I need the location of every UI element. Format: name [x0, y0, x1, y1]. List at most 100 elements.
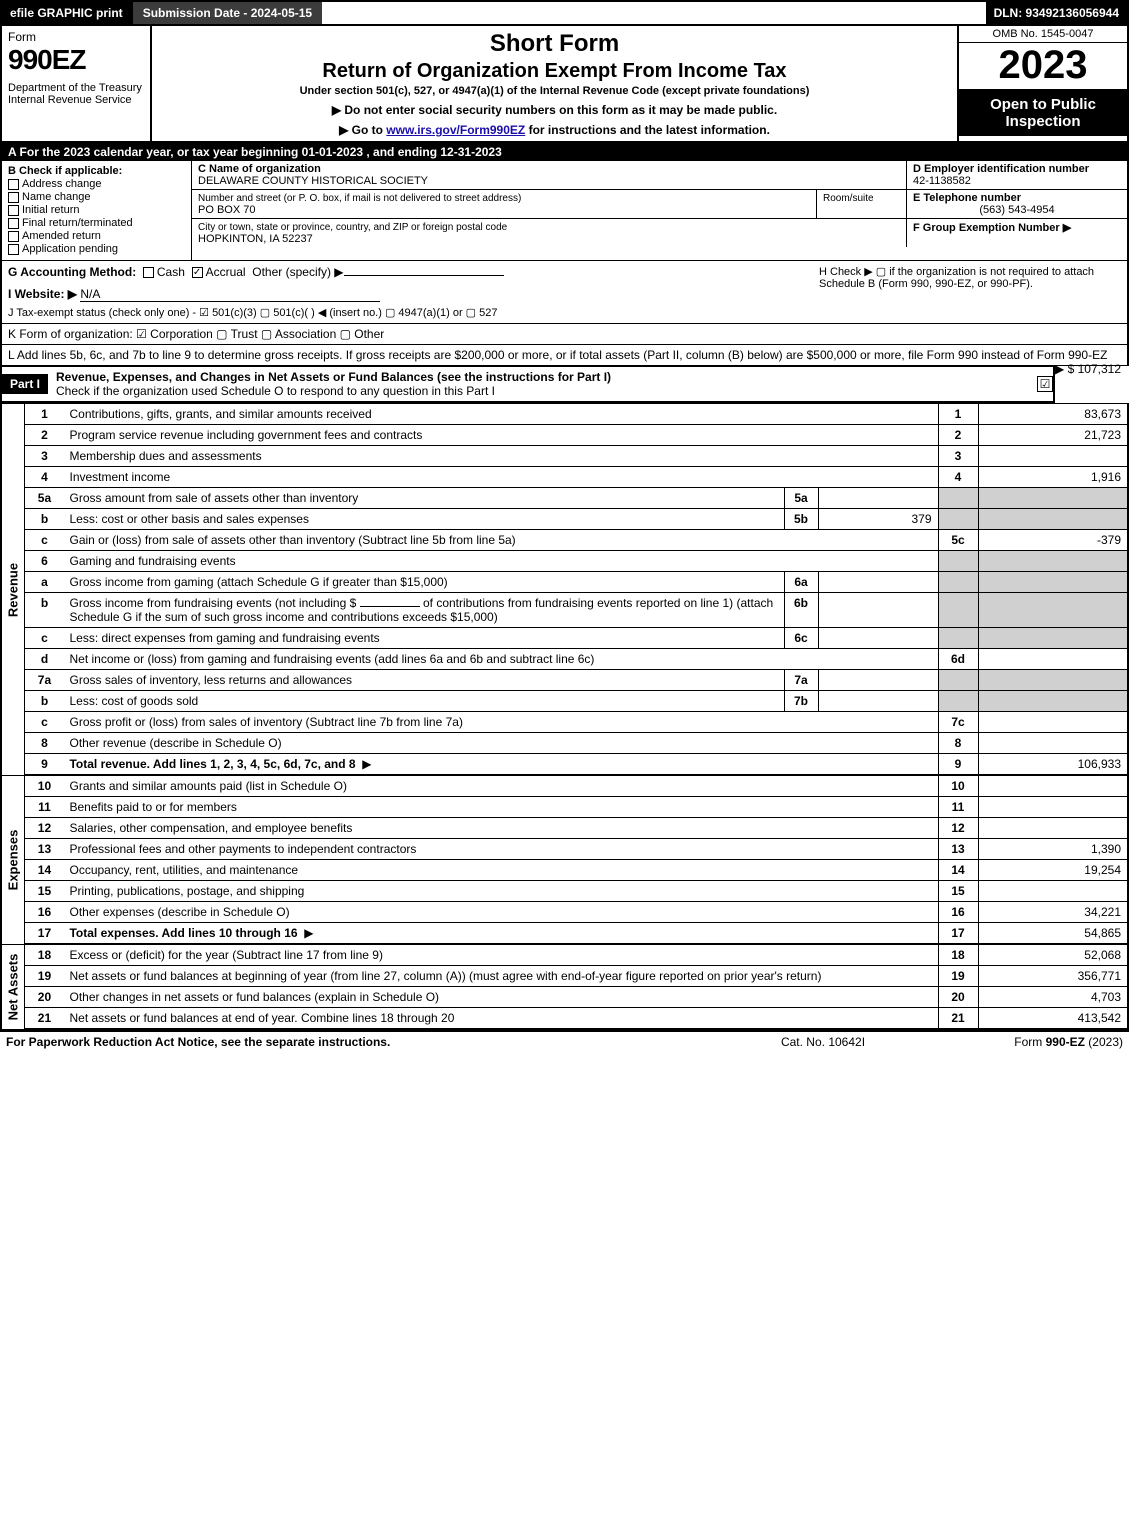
- part1-title: Revenue, Expenses, and Changes in Net As…: [48, 367, 1031, 401]
- section-a: A For the 2023 calendar year, or tax yea…: [0, 143, 1129, 161]
- section-cdef: C Name of organization DELAWARE COUNTY H…: [192, 161, 1127, 260]
- cb-accrual[interactable]: ✓: [192, 267, 203, 278]
- goto-pre: ▶ Go to: [339, 123, 386, 137]
- revenue-label: Revenue: [6, 562, 21, 616]
- phone-value: (563) 543-4954: [913, 204, 1121, 216]
- table-row: 18Excess or (deficit) for the year (Subt…: [25, 945, 1128, 966]
- e-label: E Telephone number: [913, 192, 1021, 204]
- city-value: HOPKINTON, IA 52237: [198, 233, 313, 245]
- table-row: bLess: cost of goods sold7b: [25, 691, 1128, 712]
- expenses-section: Expenses 10Grants and similar amounts pa…: [0, 775, 1129, 944]
- f-cell: F Group Exemption Number ▶: [907, 219, 1127, 247]
- part1-checkbox[interactable]: ☑: [1037, 376, 1053, 392]
- part1-header: Part I Revenue, Expenses, and Changes in…: [0, 366, 1055, 403]
- footer-left: For Paperwork Reduction Act Notice, see …: [6, 1035, 723, 1049]
- header-right: OMB No. 1545-0047 2023 Open to Public In…: [957, 26, 1127, 141]
- org-name: DELAWARE COUNTY HISTORICAL SOCIETY: [198, 175, 428, 187]
- city-cell: City or town, state or province, country…: [192, 219, 907, 247]
- form-word: Form: [8, 30, 144, 44]
- table-row: bLess: cost or other basis and sales exp…: [25, 509, 1128, 530]
- tax-year: 2023: [959, 43, 1127, 90]
- table-row: 2Program service revenue including gover…: [25, 425, 1128, 446]
- netassets-label: Net Assets: [6, 954, 21, 1021]
- cb-cash[interactable]: [143, 267, 154, 278]
- table-row: 3Membership dues and assessments3: [25, 446, 1128, 467]
- part1-check-line: Check if the organization used Schedule …: [56, 384, 495, 398]
- dln-label: DLN: 93492136056944: [986, 2, 1127, 24]
- table-row: aGross income from gaming (attach Schedu…: [25, 572, 1128, 593]
- form-number: 990EZ: [8, 44, 144, 76]
- h-section: H Check ▶ ▢ if the organization is not r…: [811, 265, 1121, 290]
- form-header: Form 990EZ Department of the Treasury In…: [0, 26, 1129, 143]
- irs-link[interactable]: www.irs.gov/Form990EZ: [386, 123, 525, 137]
- j-line: J Tax-exempt status (check only one) - ☑…: [8, 306, 811, 319]
- cb-final-return[interactable]: Final return/terminated: [8, 217, 185, 229]
- table-row: 10Grants and similar amounts paid (list …: [25, 776, 1128, 797]
- revenue-section: Revenue 1Contributions, gifts, grants, a…: [0, 403, 1129, 775]
- k-row: K Form of organization: ☑ Corporation ▢ …: [0, 324, 1129, 345]
- cb-initial-return[interactable]: Initial return: [8, 204, 185, 216]
- l-text: L Add lines 5b, 6c, and 7b to line 9 to …: [8, 348, 1107, 362]
- table-row: 7aGross sales of inventory, less returns…: [25, 670, 1128, 691]
- department-label: Department of the Treasury Internal Reve…: [8, 82, 144, 106]
- open-inspection: Open to Public Inspection: [959, 90, 1127, 136]
- table-row: 14Occupancy, rent, utilities, and mainte…: [25, 860, 1128, 881]
- street-cell: Number and street (or P. O. box, if mail…: [192, 190, 817, 218]
- f-label: F Group Exemption Number ▶: [913, 222, 1071, 234]
- expenses-table: 10Grants and similar amounts paid (list …: [25, 776, 1129, 944]
- revenue-table: 1Contributions, gifts, grants, and simil…: [25, 404, 1129, 775]
- ssn-warning: ▶ Do not enter social security numbers o…: [158, 103, 951, 117]
- table-row: 4Investment income41,916: [25, 467, 1128, 488]
- table-row: 1Contributions, gifts, grants, and simil…: [25, 404, 1128, 425]
- g-section: G Accounting Method: Cash ✓Accrual Other…: [8, 265, 811, 319]
- room-cell: Room/suite: [817, 190, 907, 218]
- table-row: 20Other changes in net assets or fund ba…: [25, 987, 1128, 1008]
- website-value: N/A: [80, 287, 380, 302]
- table-row: 12Salaries, other compensation, and empl…: [25, 818, 1128, 839]
- table-row: bGross income from fundraising events (n…: [25, 593, 1128, 628]
- page-footer: For Paperwork Reduction Act Notice, see …: [0, 1031, 1129, 1052]
- omb-number: OMB No. 1545-0047: [959, 26, 1127, 43]
- table-row: cGross profit or (loss) from sales of in…: [25, 712, 1128, 733]
- g-other: Other (specify) ▶: [252, 265, 343, 279]
- cb-name-change[interactable]: Name change: [8, 191, 185, 203]
- cb-application-pending[interactable]: Application pending: [8, 243, 185, 255]
- title-return: Return of Organization Exempt From Incom…: [158, 60, 951, 83]
- goto-line: ▶ Go to www.irs.gov/Form990EZ for instru…: [158, 123, 951, 137]
- table-row: dNet income or (loss) from gaming and fu…: [25, 649, 1128, 670]
- table-row: 11Benefits paid to or for members11: [25, 797, 1128, 818]
- header-middle: Short Form Return of Organization Exempt…: [152, 26, 957, 141]
- table-row: 9Total revenue. Add lines 1, 2, 3, 4, 5c…: [25, 754, 1128, 775]
- top-bar: efile GRAPHIC print Submission Date - 20…: [0, 0, 1129, 26]
- room-label: Room/suite: [823, 193, 874, 204]
- topbar-spacer: [322, 2, 985, 24]
- d-label: D Employer identification number: [913, 163, 1089, 175]
- table-row: cLess: direct expenses from gaming and f…: [25, 628, 1128, 649]
- org-info-block: B Check if applicable: Address change Na…: [0, 161, 1129, 261]
- i-label: I Website: ▶: [8, 287, 77, 301]
- street-label: Number and street (or P. O. box, if mail…: [198, 193, 521, 204]
- table-row: 21Net assets or fund balances at end of …: [25, 1008, 1128, 1029]
- table-row: 16Other expenses (describe in Schedule O…: [25, 902, 1128, 923]
- l-amount: ▶ $ 107,312: [1055, 362, 1121, 376]
- expenses-sidebar: Expenses: [0, 776, 25, 944]
- efile-label[interactable]: efile GRAPHIC print: [2, 2, 131, 24]
- city-row: City or town, state or province, country…: [192, 219, 1127, 247]
- section-b: B Check if applicable: Address change Na…: [2, 161, 192, 260]
- g-label: G Accounting Method:: [8, 265, 136, 279]
- table-row: cGain or (loss) from sale of assets othe…: [25, 530, 1128, 551]
- goto-post: for instructions and the latest informat…: [525, 123, 770, 137]
- city-label: City or town, state or province, country…: [198, 222, 507, 233]
- part1-tag: Part I: [2, 374, 48, 394]
- cb-address-change[interactable]: Address change: [8, 178, 185, 190]
- cb-amended-return[interactable]: Amended return: [8, 230, 185, 242]
- g-other-line[interactable]: [344, 275, 504, 276]
- subtitle: Under section 501(c), 527, or 4947(a)(1)…: [158, 85, 951, 97]
- gh-row: G Accounting Method: Cash ✓Accrual Other…: [0, 261, 1129, 324]
- submission-date: Submission Date - 2024-05-15: [131, 2, 322, 24]
- 6b-blank[interactable]: [360, 606, 420, 607]
- org-name-cell: C Name of organization DELAWARE COUNTY H…: [192, 161, 907, 189]
- header-left: Form 990EZ Department of the Treasury In…: [2, 26, 152, 141]
- table-row: 5aGross amount from sale of assets other…: [25, 488, 1128, 509]
- street-value: PO BOX 70: [198, 204, 255, 216]
